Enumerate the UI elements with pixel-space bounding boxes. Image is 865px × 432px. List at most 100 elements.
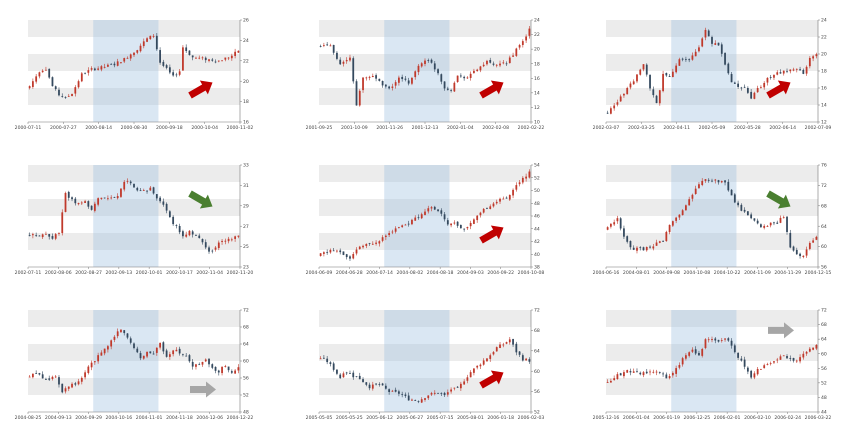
candle-body: [665, 374, 668, 379]
candle-body: [443, 392, 446, 396]
x-tick-label: 2000-09-18: [156, 125, 183, 131]
candle-body: [204, 242, 207, 248]
candle-body: [116, 331, 119, 337]
candle-body: [80, 202, 83, 204]
candle-body: [100, 66, 103, 70]
candle-body: [766, 364, 769, 365]
x-tick-label: 2005-06-27: [397, 415, 424, 421]
candle-body: [812, 347, 815, 350]
candle-body: [97, 68, 100, 70]
candlestick-chart: 24 22 20 18 16 14 12 2002-03-07 2002-03-25 2002-0…: [593, 18, 832, 131]
candle-body: [142, 190, 145, 191]
candle-body: [740, 87, 743, 89]
y-tick-label: 48: [821, 395, 827, 401]
candle-body: [802, 69, 805, 74]
candle-body: [446, 220, 449, 225]
candle-body: [74, 198, 77, 204]
candle-body: [100, 352, 103, 356]
y-tick-label: 20: [534, 47, 540, 53]
candle-body: [227, 366, 230, 371]
candle-body: [224, 240, 227, 242]
highlight-region: [671, 165, 737, 267]
candle-body: [97, 355, 100, 362]
y-tick-label: 22: [821, 35, 827, 41]
candle-body: [688, 199, 691, 206]
candle-body: [704, 339, 707, 349]
candle-body: [381, 237, 384, 241]
candle-body: [645, 64, 648, 75]
y-tick-label: 40: [534, 252, 540, 258]
y-tick-label: 64: [821, 337, 827, 343]
candle-body: [349, 373, 351, 374]
candle-body: [518, 45, 521, 48]
background-band: [319, 182, 531, 199]
x-tick-label: 2005-08-01: [457, 415, 484, 421]
candle-body: [198, 57, 201, 59]
trend-arrow-icon: [190, 381, 216, 398]
x-tick-label: 2000-11-02: [227, 125, 254, 131]
candle-body: [469, 222, 472, 227]
candle-body: [482, 208, 485, 213]
candle-body: [388, 86, 391, 89]
x-tick-label: 2006-02-01: [714, 415, 741, 421]
candle-body: [120, 329, 122, 333]
candle-body: [319, 253, 322, 256]
candle-body: [398, 77, 400, 83]
candle-body: [159, 197, 161, 202]
candle-body: [512, 189, 514, 196]
candle-body: [502, 344, 505, 346]
y-tick-label: 22: [534, 32, 540, 38]
y-tick-label: 72: [243, 308, 249, 314]
candle-body: [424, 211, 426, 215]
candle-body: [394, 389, 397, 392]
candle-body: [388, 389, 391, 392]
candle-body: [681, 358, 684, 365]
candle-body: [208, 358, 210, 365]
candle-body: [64, 192, 67, 212]
candle-body: [424, 60, 426, 64]
candle-body: [665, 72, 668, 76]
candle-body: [41, 374, 44, 379]
candle-body: [93, 68, 96, 71]
candle-body: [707, 179, 710, 181]
candle-body: [51, 376, 54, 379]
candle-body: [675, 368, 678, 374]
candle-body: [753, 218, 756, 221]
candle-body: [698, 184, 700, 189]
candle-body: [433, 206, 436, 210]
candle-body: [782, 217, 785, 219]
candle-body: [512, 55, 514, 57]
x-tick-label: 2002-07-11: [15, 270, 42, 276]
candle-body: [168, 67, 171, 73]
candle-body: [378, 241, 381, 244]
candle-body: [332, 363, 335, 370]
candle-body: [717, 180, 720, 183]
background-band: [28, 250, 240, 267]
candle-body: [129, 181, 132, 184]
candle-body: [685, 205, 687, 211]
x-tick-label: 2001-11-26: [376, 125, 403, 131]
x-tick-label: 2002-01-04: [447, 125, 474, 131]
background-band: [606, 378, 818, 395]
trend-arrow-icon: [188, 80, 213, 99]
candle-body: [342, 373, 345, 378]
candle-body: [430, 393, 433, 395]
y-tick-label: 27: [243, 224, 249, 230]
candle-body: [805, 249, 808, 256]
candle-body: [805, 351, 808, 354]
candle-body: [769, 77, 772, 78]
candle-body: [172, 72, 175, 76]
candle-body: [74, 87, 77, 94]
candle-body: [362, 379, 364, 383]
candle-body: [71, 197, 73, 200]
candle-body: [766, 77, 769, 83]
candle-body: [162, 201, 165, 205]
candle-body: [525, 358, 528, 361]
candle-body: [368, 76, 371, 78]
candle-body: [750, 214, 753, 219]
candle-body: [779, 217, 782, 223]
candle-body: [136, 187, 139, 191]
candle-body: [753, 373, 756, 378]
candle-body: [221, 240, 223, 242]
candle-body: [750, 370, 753, 378]
